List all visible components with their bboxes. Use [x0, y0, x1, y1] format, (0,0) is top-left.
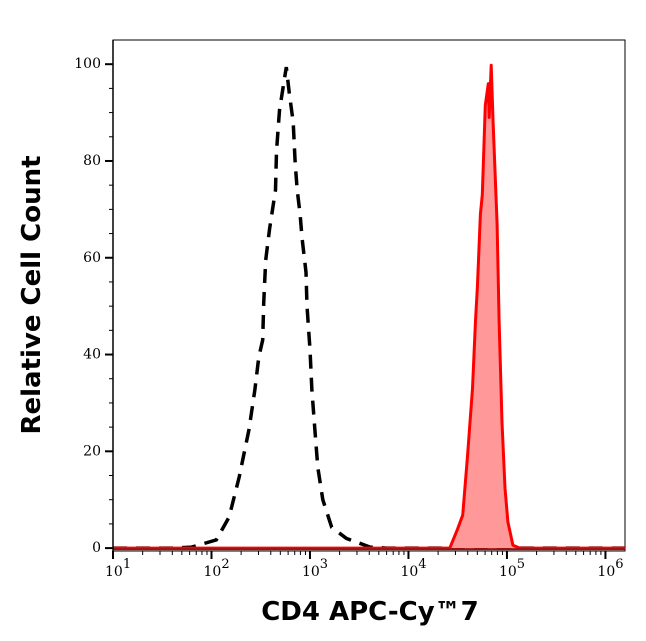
- series-1-line: [113, 63, 625, 550]
- y-tick-label: 60: [83, 250, 101, 266]
- x-tick-base: 10: [400, 564, 418, 580]
- x-axis-title: CD4 APC-Cy™7: [261, 597, 479, 627]
- x-tick-base: 10: [597, 564, 615, 580]
- y-axis-title: Relative Cell Count: [17, 155, 47, 434]
- y-tick-label: 0: [92, 540, 101, 556]
- x-tick-exponent: 1: [123, 557, 131, 572]
- x-tick-exponent: 4: [418, 557, 426, 572]
- series-0-dashed-line: [113, 66, 625, 550]
- x-tick-label: 104: [400, 557, 426, 580]
- x-tick-exponent: 5: [517, 557, 525, 572]
- x-tick-exponent: 6: [615, 557, 623, 572]
- x-tick-exponent: 2: [221, 557, 229, 572]
- y-tick-label: 80: [83, 153, 101, 169]
- series-layer: [113, 63, 625, 551]
- x-tick-label: 105: [499, 557, 525, 580]
- x-tick-label: 102: [203, 557, 229, 580]
- y-tick-label: 100: [74, 56, 101, 72]
- x-tick-base: 10: [499, 564, 517, 580]
- x-tick-base: 10: [203, 564, 221, 580]
- x-tick-exponent: 3: [320, 557, 328, 572]
- plot-frame: [112, 39, 626, 552]
- series-1-fill: [113, 65, 625, 549]
- x-tick-label: 103: [302, 557, 328, 580]
- x-tick-base: 10: [105, 564, 123, 580]
- y-tick-label: 20: [83, 443, 101, 459]
- x-tick-base: 10: [302, 564, 320, 580]
- x-tick-label: 106: [597, 557, 623, 580]
- x-tick-label: 101: [105, 557, 131, 580]
- y-tick-label: 40: [83, 347, 101, 363]
